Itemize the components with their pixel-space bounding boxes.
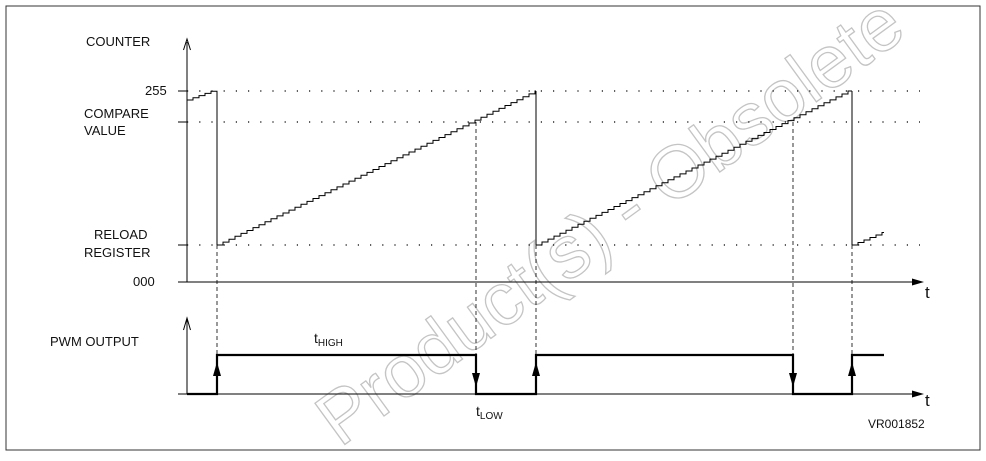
figure-code-label: VR001852 [868,417,925,431]
pwm-rising-edge-arrow-3 [848,362,856,392]
watermark-text: Product(s) - Obsolete [301,0,919,456]
lower-time-axis-label: t [925,391,930,410]
t-low-label: tLOW [476,403,503,422]
max-value-label: 255 [145,83,167,98]
zero-value-label: 000 [133,274,155,289]
pwm-time-axis-arrow [912,390,924,398]
pwm-output-label: PWM OUTPUT [50,334,139,349]
counter-y-axis-arrow [183,37,191,51]
pwm-y-axis-arrow [183,316,191,331]
compare-label-line2: VALUE [84,123,126,138]
reload-label-line1: RELOAD [94,227,147,242]
pwm-rising-edge-arrow-1 [213,362,221,392]
pwm-rising-edge-arrow-2 [532,362,540,392]
upper-time-axis-label: t [925,283,930,302]
t-high-label: tHIGH [314,330,343,349]
pwm-falling-edge-arrow-2 [789,357,797,387]
figure-frame [5,5,981,451]
pwm-falling-edge-arrow-1 [472,357,480,387]
counter-time-axis-arrow [912,278,924,286]
compare-label-line1: COMPARE [84,106,149,121]
reload-label-line2: REGISTER [84,245,150,260]
counter-label: COUNTER [86,34,150,49]
